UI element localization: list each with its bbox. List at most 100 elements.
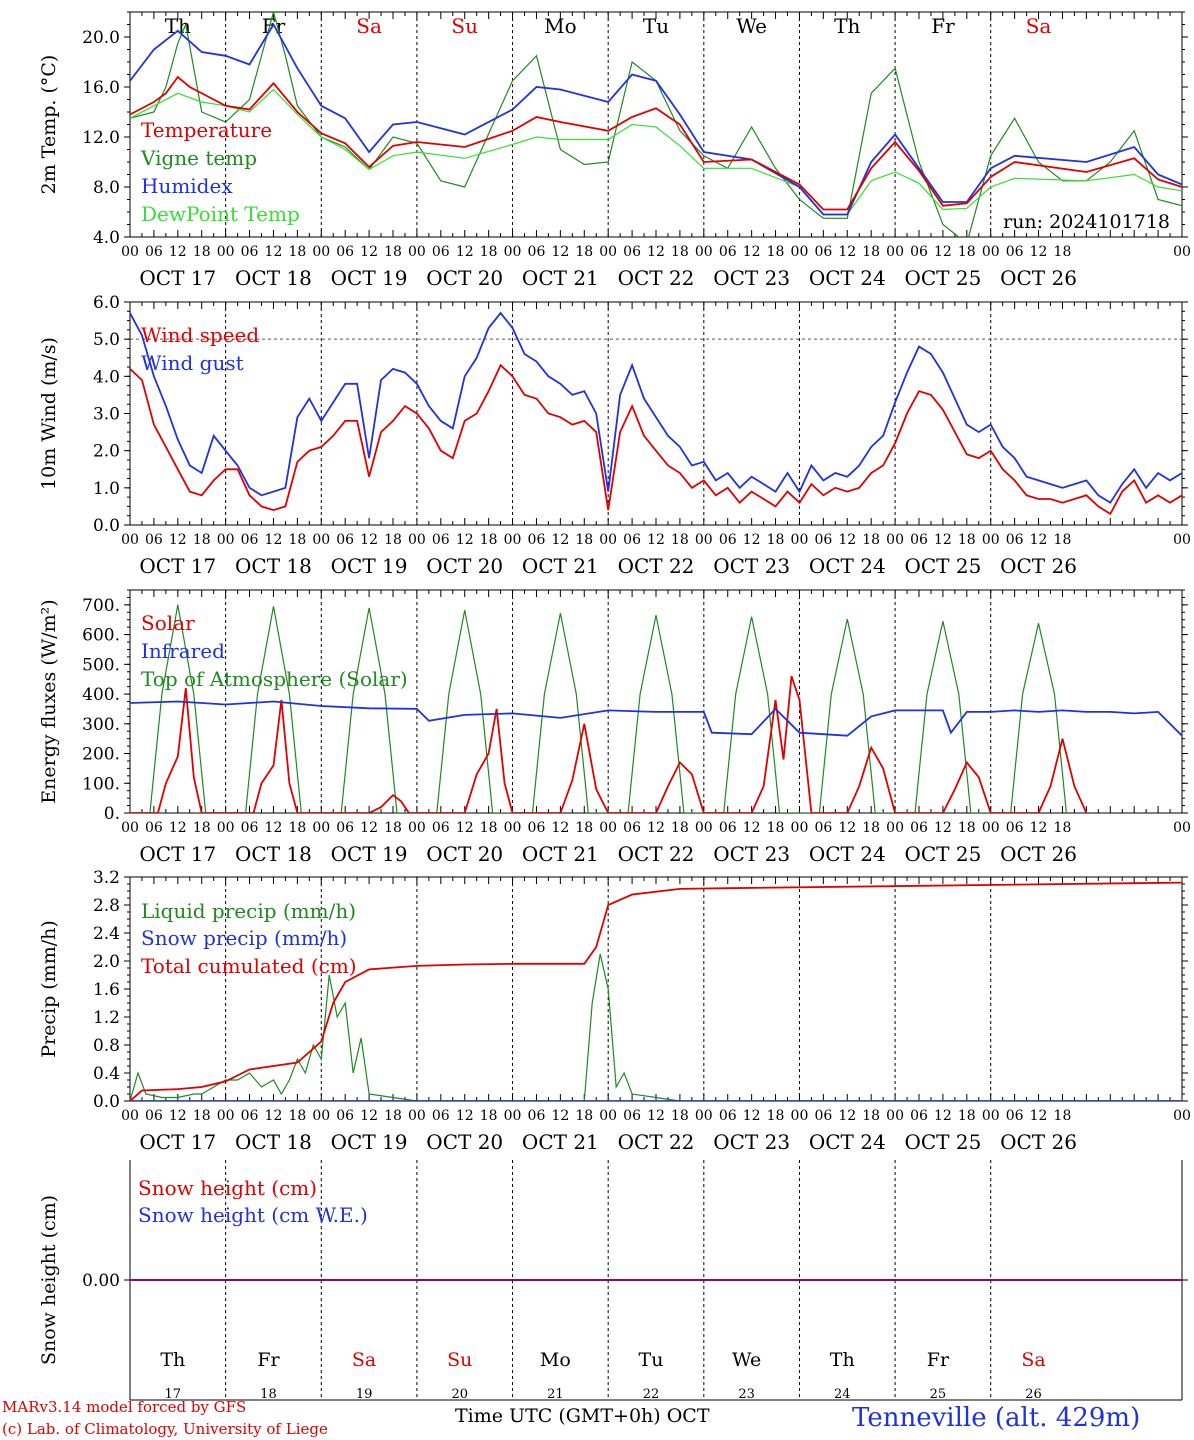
hour-tick-label: 06 bbox=[241, 820, 259, 836]
date-label: OCT 20 bbox=[426, 1130, 503, 1154]
hour-tick-label: 06 bbox=[336, 244, 354, 260]
hour-tick-label: 18 bbox=[958, 1108, 976, 1124]
hour-tick-label: 00 bbox=[408, 1108, 426, 1124]
y-axis-label: 10m Wind (m/s) bbox=[38, 337, 60, 490]
date-label: OCT 25 bbox=[904, 266, 981, 290]
model-credit: MARv3.14 model forced by GFS bbox=[2, 1398, 247, 1416]
date-label: OCT 24 bbox=[809, 266, 886, 290]
legend-entry: Snow precip (mm/h) bbox=[141, 926, 347, 950]
hour-tick-label: 18 bbox=[480, 532, 498, 548]
hour-tick-label: 12 bbox=[551, 532, 569, 548]
date-label: OCT 21 bbox=[522, 842, 599, 866]
hour-tick-label: 00 bbox=[791, 820, 809, 836]
hour-tick-label: 12 bbox=[1030, 1108, 1048, 1124]
legend-entry: Snow height (cm) bbox=[138, 1176, 317, 1200]
hour-tick-label: 12 bbox=[838, 820, 856, 836]
hour-tick-label: 00 bbox=[408, 820, 426, 836]
weekday-label: Fr bbox=[931, 14, 955, 38]
hour-tick-label: 12 bbox=[169, 244, 187, 260]
hour-tick-label: 06 bbox=[528, 1108, 546, 1124]
date-label: OCT 21 bbox=[522, 266, 599, 290]
hour-tick-label: 12 bbox=[456, 532, 474, 548]
y-axis-label: Energy fluxes (W/m²) bbox=[38, 599, 60, 803]
date-label: OCT 23 bbox=[713, 266, 790, 290]
hour-tick-label: 18 bbox=[671, 820, 689, 836]
hour-tick-label: 00 bbox=[886, 820, 904, 836]
hour-tick-label: 06 bbox=[910, 532, 928, 548]
hour-tick-label: 06 bbox=[719, 820, 737, 836]
hour-tick-label: 18 bbox=[767, 532, 785, 548]
weekday-label: We bbox=[736, 14, 767, 38]
legend-entry: Wind speed bbox=[141, 323, 259, 347]
hour-tick-label: 06 bbox=[719, 1108, 737, 1124]
hour-tick-label: 18 bbox=[862, 1108, 880, 1124]
date-label: OCT 26 bbox=[1000, 842, 1077, 866]
hour-tick-label: 18 bbox=[575, 532, 593, 548]
date-label: OCT 23 bbox=[713, 1130, 790, 1154]
hour-tick-label: 00 bbox=[121, 820, 139, 836]
panel-5: 0.00 Snow height (cm) Snow height (cm) Snow… bbox=[38, 1160, 1188, 1402]
hour-tick-label: 12 bbox=[838, 244, 856, 260]
hour-tick-label: 12 bbox=[838, 1108, 856, 1124]
hour-tick-label: 18 bbox=[384, 532, 402, 548]
weekday-label: Sa bbox=[356, 14, 382, 38]
hour-tick-label: 12 bbox=[169, 820, 187, 836]
series-line bbox=[130, 700, 1182, 737]
hour-tick-label: 00 bbox=[312, 820, 330, 836]
hour-tick-label: 06 bbox=[145, 1108, 163, 1124]
date-label: OCT 17 bbox=[139, 842, 216, 866]
legend-entry: Vigne temp bbox=[140, 146, 257, 170]
y-tick-label: 0.8 bbox=[93, 1036, 120, 1056]
hour-tick-label: 12 bbox=[743, 532, 761, 548]
date-label: OCT 18 bbox=[235, 1130, 312, 1154]
y-axis-label: 2m Temp. (°C) bbox=[38, 55, 60, 195]
weekday-label: Th bbox=[834, 14, 860, 38]
hour-tick-label: 18 bbox=[671, 244, 689, 260]
y-tick-label: 2.0 bbox=[93, 952, 120, 972]
y-tick-label: 8.0 bbox=[93, 178, 120, 198]
series-line bbox=[130, 22, 1182, 216]
hour-tick-label: 12 bbox=[265, 820, 283, 836]
hour-tick-label: 06 bbox=[241, 1108, 259, 1124]
hour-tick-label: 00 bbox=[504, 244, 522, 260]
weekday-label: We bbox=[732, 1349, 761, 1371]
weekday-label: Fr bbox=[927, 1349, 950, 1371]
weekday-label: Sa bbox=[1021, 1349, 1045, 1371]
hour-tick-label: 18 bbox=[862, 244, 880, 260]
hour-tick-label: 06 bbox=[623, 244, 641, 260]
legend-entry: Infrared bbox=[141, 639, 225, 663]
hour-tick-label: 06 bbox=[814, 820, 832, 836]
hour-tick-label: 00 bbox=[695, 532, 713, 548]
y-tick-label: 6.0 bbox=[93, 293, 120, 313]
hour-tick-label: 12 bbox=[743, 1108, 761, 1124]
hour-tick-label: 12 bbox=[169, 532, 187, 548]
hour-tick-label: 12 bbox=[456, 820, 474, 836]
hour-tick-label: 18 bbox=[958, 532, 976, 548]
hour-tick-label: 12 bbox=[265, 244, 283, 260]
station-name: Tenneville (alt. 429m) bbox=[852, 1403, 1141, 1433]
date-label: OCT 23 bbox=[713, 842, 790, 866]
hour-tick-label: 12 bbox=[934, 1108, 952, 1124]
hour-tick-label: 06 bbox=[432, 532, 450, 548]
hour-tick-label: 12 bbox=[551, 244, 569, 260]
hour-tick-label: 18 bbox=[384, 1108, 402, 1124]
date-label: OCT 24 bbox=[809, 1130, 886, 1154]
series-line bbox=[130, 311, 1182, 504]
y-tick-label: 100. bbox=[82, 774, 120, 794]
date-label: OCT 19 bbox=[331, 554, 408, 578]
hour-tick-label: 18 bbox=[671, 1108, 689, 1124]
hour-tick-label: 06 bbox=[623, 1108, 641, 1124]
y-tick-label: 500. bbox=[82, 655, 120, 675]
hour-tick-label: 00 bbox=[121, 1108, 139, 1124]
y-tick-label: 300. bbox=[82, 715, 120, 735]
hour-tick-label: 06 bbox=[336, 1108, 354, 1124]
hour-tick-label: 18 bbox=[671, 532, 689, 548]
hour-tick-label: 06 bbox=[432, 1108, 450, 1124]
date-label: OCT 26 bbox=[1000, 266, 1077, 290]
hour-tick-label: 06 bbox=[623, 532, 641, 548]
y-tick-label: 1.2 bbox=[93, 1008, 120, 1028]
series-line bbox=[130, 675, 1088, 813]
date-label: OCT 19 bbox=[331, 842, 408, 866]
date-label: OCT 25 bbox=[904, 842, 981, 866]
